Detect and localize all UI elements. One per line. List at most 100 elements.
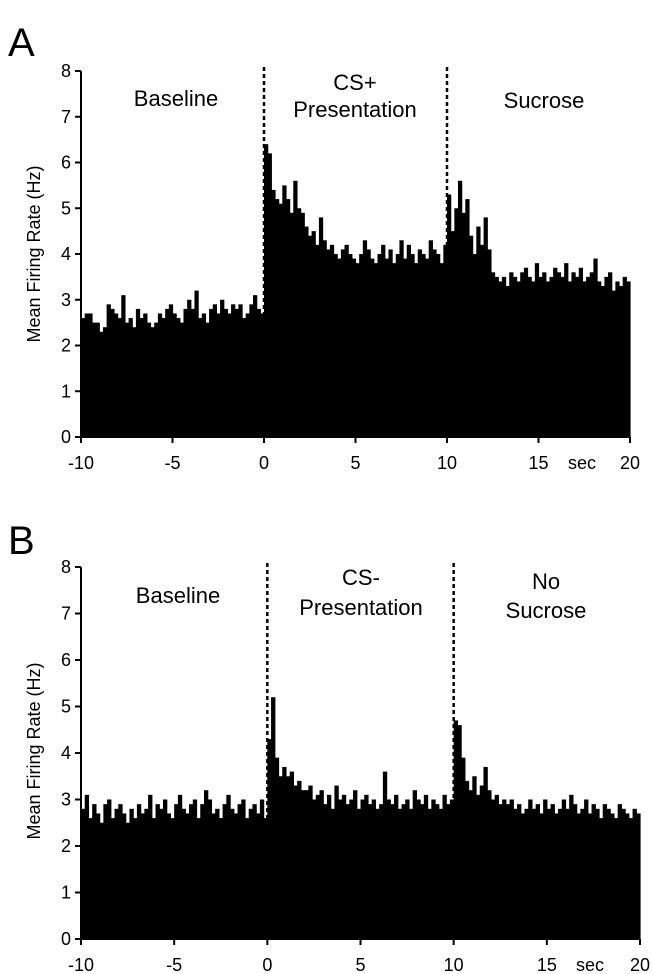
panel-a-bar-99 — [443, 244, 448, 437]
panel-b-bar-99 — [449, 799, 455, 939]
panel-b-bar-62 — [312, 799, 317, 939]
panel-a-bar-1 — [84, 313, 89, 437]
panel-a-bar-62 — [307, 235, 313, 437]
panel-b-bar-0 — [81, 808, 86, 939]
panel-b-bar-123 — [539, 813, 544, 939]
panel-a-bar-108 — [476, 226, 481, 437]
panel-b-bar-91 — [420, 804, 425, 939]
panel-b-bar-35 — [211, 813, 216, 939]
panel-a-bar-28 — [183, 308, 188, 437]
panel-a-event-lines — [262, 67, 449, 435]
panel-b-bar-39 — [226, 794, 231, 939]
panel-b-bar-45 — [248, 808, 254, 939]
panel-a-bar-122 — [527, 276, 532, 438]
panel-a-bar-126 — [542, 272, 547, 437]
panel-a-bar-68 — [329, 244, 335, 437]
panel-a-bar-31 — [194, 290, 199, 437]
panel-a-bar-4 — [95, 322, 100, 438]
panel-b-bar-48 — [259, 799, 265, 939]
panel-a-y-ticks: 0 1 2 3 4 5 6 7 8 — [61, 61, 81, 447]
panel-a-bar-73 — [348, 254, 353, 437]
panel-b-bar-141 — [606, 808, 611, 939]
panel-b-bar-49 — [263, 818, 268, 939]
panel-a-bar-65 — [318, 217, 324, 437]
panel-a-y-tick-label-3: 3 — [61, 290, 71, 310]
panel-b-bar-116 — [513, 808, 518, 939]
panel-b-bar-136 — [587, 813, 593, 939]
panel-a-bar-109 — [479, 244, 485, 437]
panel-a-bar-93 — [421, 254, 426, 437]
panel-a-bar-111 — [487, 249, 492, 437]
panel-a-bar-103 — [457, 180, 463, 438]
panel-a-y-tick-label-2: 2 — [61, 336, 71, 356]
panel-a-bar-128 — [549, 276, 554, 438]
panel-b-bar-60 — [304, 790, 309, 939]
panel-b-bar-100 — [453, 720, 458, 939]
panel-b-bar-77 — [367, 804, 373, 939]
panel-b-bar-32 — [200, 804, 205, 939]
panel-b-letter: B — [8, 519, 35, 563]
panel-a-bar-64 — [315, 244, 320, 437]
panel-b-bar-128 — [558, 808, 563, 939]
panel-b-bar-50 — [267, 739, 272, 939]
panel-b-bar-4 — [95, 813, 101, 939]
panel-b-bar-130 — [565, 808, 570, 939]
panel-b-bar-129 — [561, 799, 567, 939]
panel-b-bar-127 — [554, 813, 559, 939]
panel-a-bar-137 — [582, 281, 587, 437]
panel-a-bar-69 — [333, 254, 338, 437]
panel-b-bar-124 — [543, 799, 548, 939]
panel-a-bar-86 — [395, 254, 401, 437]
panel-a-bar-89 — [406, 244, 411, 437]
panel-b-bar-101 — [457, 725, 462, 939]
panel-b-bar-22 — [162, 799, 168, 939]
panel-b-bar-61 — [308, 785, 313, 939]
panel-a-bar-82 — [381, 244, 386, 437]
panel-a-x-tick-label-2: 0 — [259, 453, 269, 473]
panel-a-bar-120 — [520, 272, 525, 437]
panel-b-bar-2 — [88, 818, 93, 939]
panel-a-bar-142 — [600, 286, 605, 437]
panel-a-bar-30 — [190, 308, 196, 437]
panel-b-bar-92 — [423, 794, 429, 939]
panel-a-bar-53 — [274, 199, 280, 437]
panel-a-x-tick-label-5: 15 — [528, 453, 548, 473]
panel-b-y-tick-label-3: 3 — [61, 790, 71, 810]
panel-a-bar-38 — [220, 299, 225, 437]
panel-a-bar-78 — [366, 249, 371, 437]
panel-b-bar-111 — [494, 794, 499, 939]
panel-b-bar-15 — [136, 804, 142, 939]
panel-b-bar-3 — [92, 804, 97, 939]
panel-b-y-tick-label-8: 8 — [61, 557, 71, 577]
panel-b-x-tick-label-6: 20 — [630, 955, 650, 974]
panel-a-bar-42 — [234, 308, 239, 437]
panel-b-bar-56 — [289, 771, 295, 939]
panel-b-bar-74 — [356, 808, 362, 939]
panel-b-bar-84 — [394, 794, 399, 939]
panel-a-bar-66 — [322, 240, 327, 437]
panel-b-y-tick-label-4: 4 — [61, 743, 71, 763]
panel-b-bar-79 — [375, 808, 380, 939]
panel-b-bar-42 — [237, 804, 242, 939]
panel-a-y-tick-label-8: 8 — [61, 61, 71, 81]
panel-b: B Mean Firing Rate (Hz) 0 1 2 3 4 5 6 7 8 -10 -5 0… — [8, 519, 650, 974]
panel-b-bar-73 — [353, 790, 358, 939]
panel-a-bar-84 — [388, 249, 393, 437]
panel-b-bar-43 — [241, 799, 246, 939]
panel-b-bar-1 — [84, 794, 90, 939]
panel-a-y-tick-label-0: 0 — [61, 427, 71, 447]
panel-b-bar-65 — [323, 804, 328, 939]
panel-a-bar-112 — [490, 272, 496, 437]
panel-a-bar-119 — [516, 281, 521, 437]
panel-b-bar-146 — [625, 813, 630, 939]
panel-b-y-tick-label-5: 5 — [61, 697, 71, 717]
panel-b-bar-86 — [401, 804, 406, 939]
panel-b-bar-24 — [170, 818, 175, 939]
panel-a-bar-13 — [128, 318, 133, 437]
panel-a-bar-17 — [143, 313, 148, 437]
panel-a-bar-141 — [597, 281, 602, 437]
panel-a-bar-132 — [564, 263, 569, 437]
panel-b-bar-117 — [517, 804, 522, 939]
panel-b-bar-46 — [252, 804, 257, 939]
panel-a-bar-115 — [501, 276, 507, 438]
